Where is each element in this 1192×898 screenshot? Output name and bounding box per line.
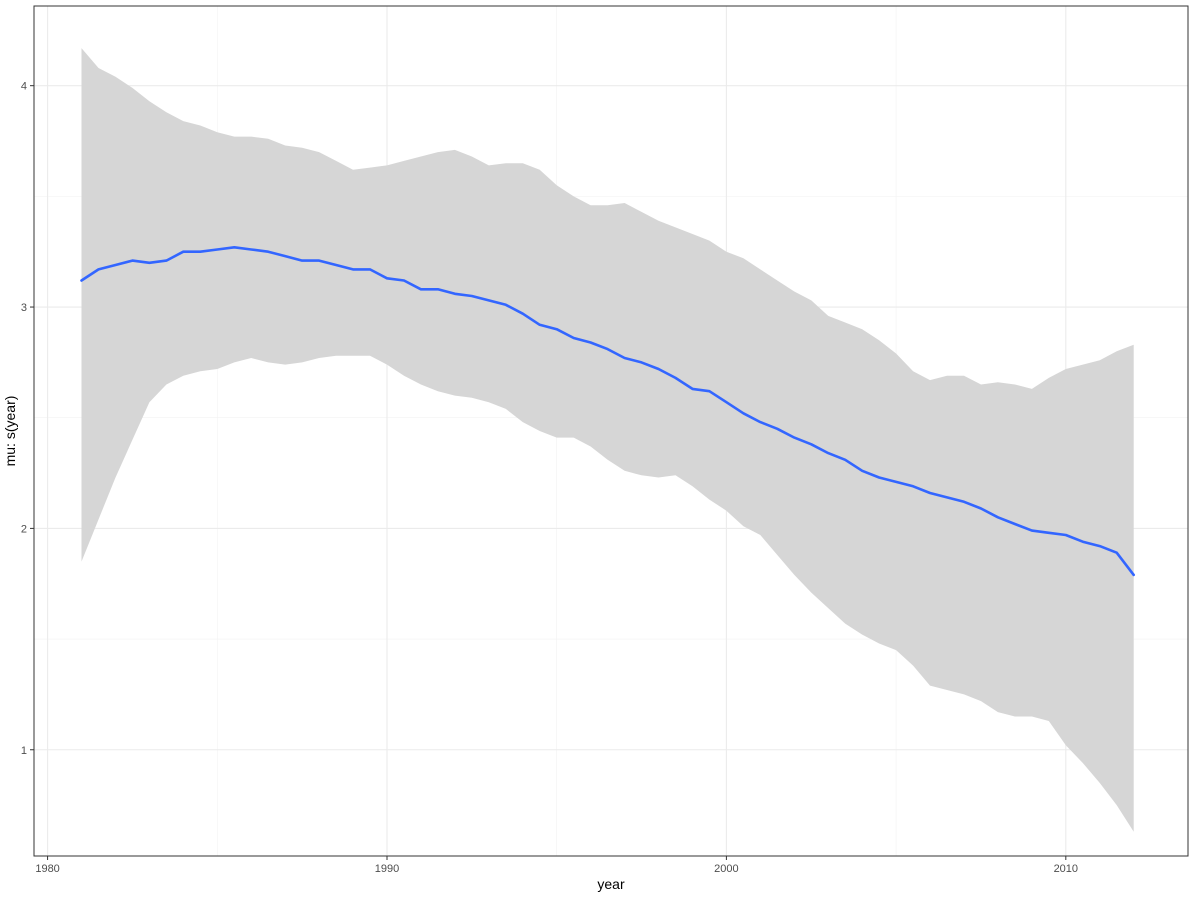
confidence-ribbon [81, 48, 1134, 832]
panel-border [33, 5, 1189, 857]
x-tick-label: 1980 [35, 863, 59, 875]
y-tick-label: 4 [21, 81, 27, 93]
smooth-line [80, 246, 1135, 577]
x-tick-label: 1990 [375, 863, 399, 875]
y-axis: 1 2 3 4 [21, 81, 34, 757]
x-tick-label: 2010 [1054, 863, 1078, 875]
y-tick-label: 3 [21, 302, 27, 314]
x-tick-label: 2000 [714, 863, 738, 875]
y-tick-label: 2 [21, 523, 27, 535]
y-axis-title: mu: s(year) [2, 396, 18, 467]
y-tick-label: 1 [21, 745, 27, 757]
x-axis-title: year [597, 876, 625, 892]
x-axis: 1980 1990 2000 2010 [35, 856, 1078, 875]
